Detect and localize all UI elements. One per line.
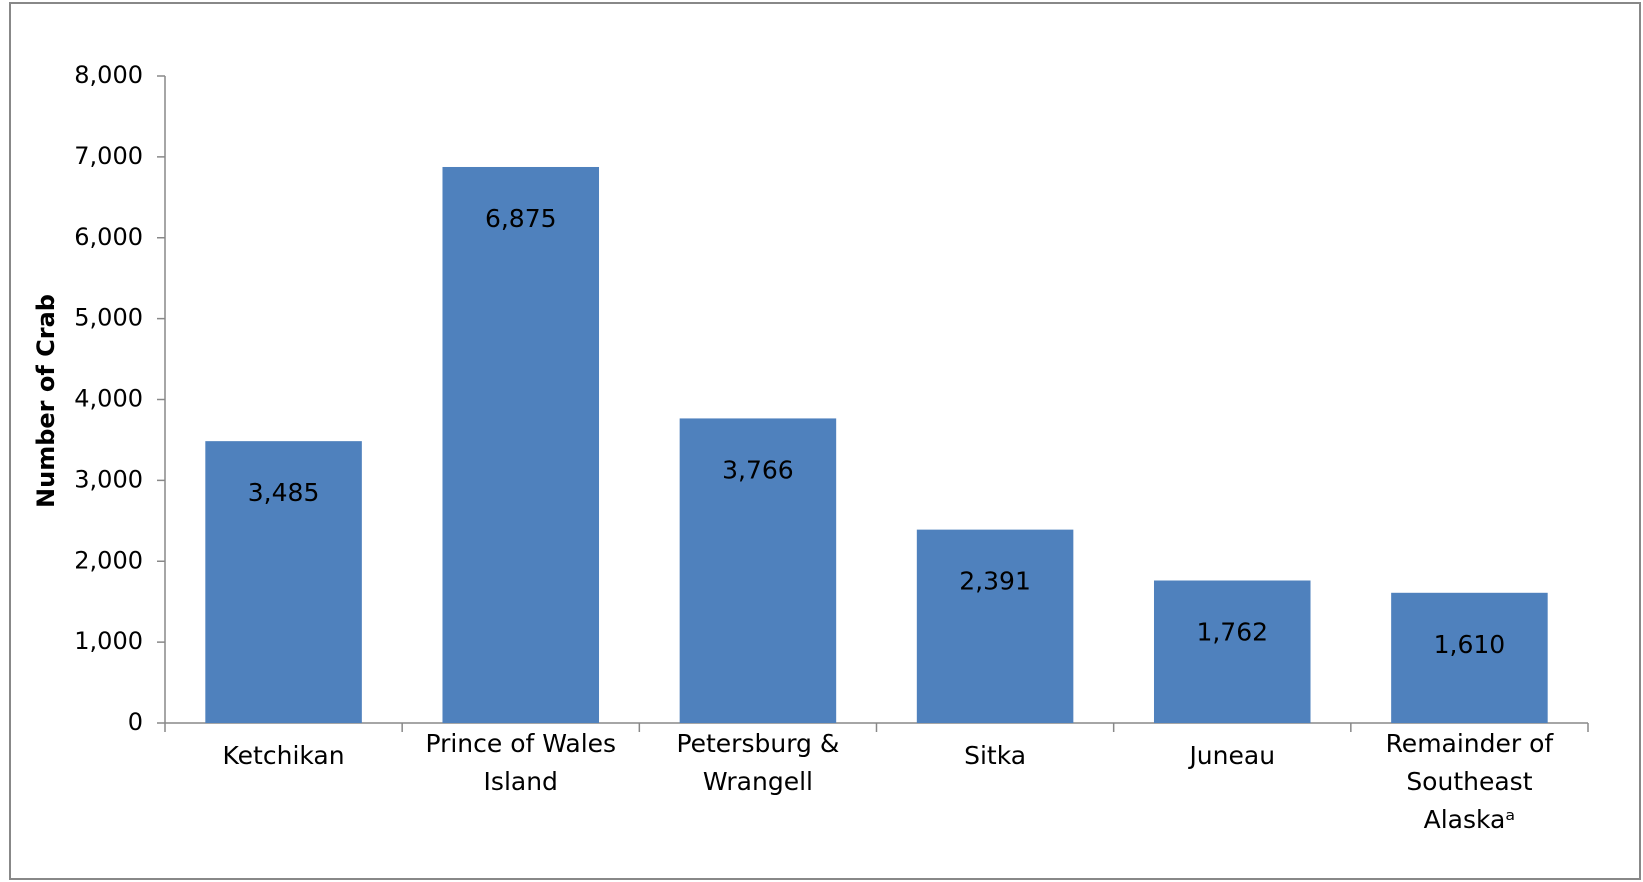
bar: [442, 166, 600, 723]
y-tick-label: 5,000: [74, 304, 143, 332]
x-tick-label: Petersburg & Wrangell: [676, 729, 840, 796]
y-tick-label: 4,000: [74, 385, 143, 413]
bar: [1153, 580, 1311, 723]
value-label: 3,485: [248, 478, 320, 507]
value-label: 2,391: [959, 567, 1031, 596]
value-label: 6,875: [485, 204, 557, 233]
x-tick-label: Sitka: [964, 741, 1027, 770]
bar: [1391, 592, 1548, 723]
value-label: 3,766: [722, 455, 794, 484]
x-tick-label: Prince of Wales Island: [425, 729, 617, 796]
bar: [679, 418, 837, 723]
y-tick-label: 8,000: [74, 61, 143, 89]
y-tick-label: 6,000: [74, 223, 143, 251]
y-tick-label: 3,000: [74, 465, 143, 493]
value-label: 1,762: [1196, 617, 1268, 646]
frame: [9, 2, 1641, 880]
value-label: 1,610: [1434, 630, 1506, 659]
x-tick-label: Juneau: [1189, 741, 1276, 770]
y-tick-label: 0: [128, 708, 143, 736]
y-tick-label: 1,000: [74, 627, 143, 655]
bar: [916, 529, 1074, 723]
y-tick-label: 2,000: [74, 546, 143, 574]
bar: [205, 441, 362, 723]
y-tick-label: 7,000: [74, 142, 143, 170]
x-tick-label: Ketchikan: [222, 741, 345, 770]
x-tick-label: Remainder of Southeast Alaskaᵃ: [1385, 729, 1554, 834]
y-axis-title: Number of Crab: [32, 294, 60, 508]
